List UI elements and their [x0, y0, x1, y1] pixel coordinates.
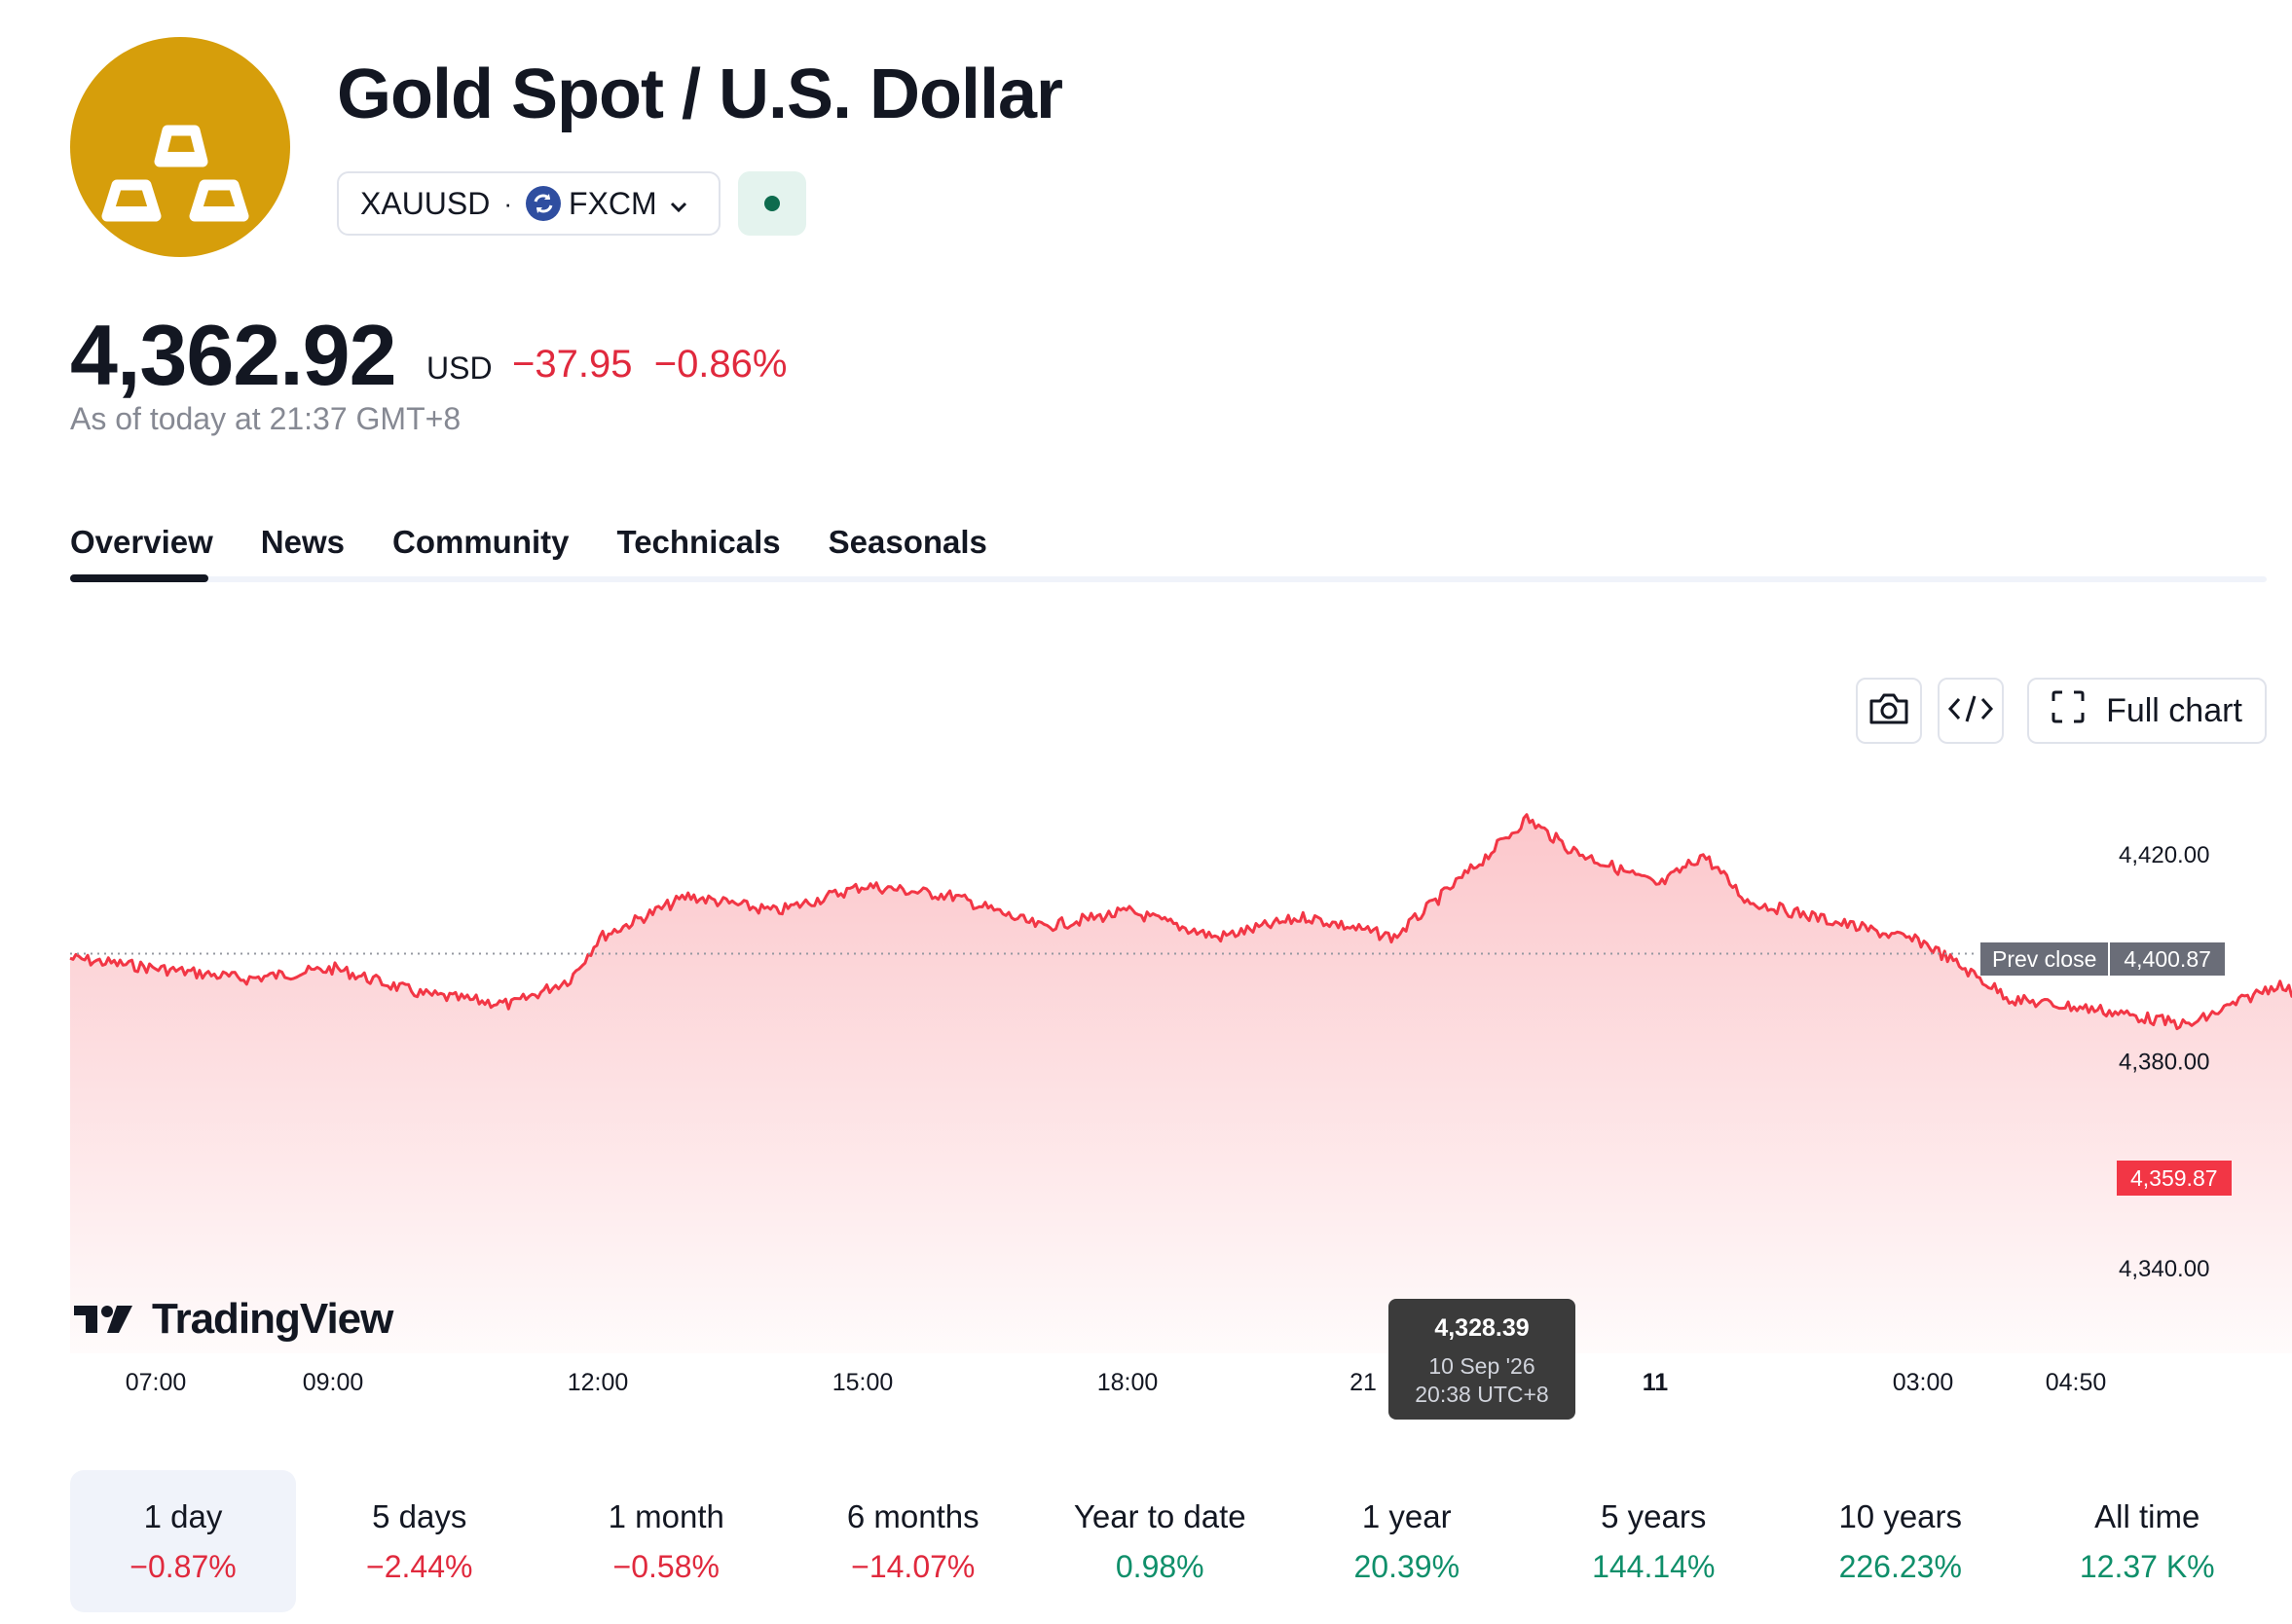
symbol-label: XAUUSD: [360, 185, 491, 221]
range-button[interactable]: 5 days −2.44%: [296, 1470, 543, 1612]
prev-close-value: 4,400.87: [2110, 942, 2225, 976]
crosshair-tooltip: 4,328.39 10 Sep '26 20:38 UTC+8: [1388, 1299, 1575, 1420]
range-change: −0.87%: [129, 1548, 237, 1584]
range-change: 0.98%: [1115, 1548, 1204, 1584]
range-change: −2.44%: [366, 1548, 473, 1584]
change-value: −37.95: [512, 343, 633, 386]
range-button[interactable]: 1 year 20.39%: [1283, 1470, 1531, 1612]
range-label: 1 year: [1361, 1497, 1452, 1534]
range-label: Year to date: [1073, 1497, 1246, 1534]
y-tick-label: 4,380.00: [2119, 1050, 2209, 1076]
range-change: −0.58%: [612, 1548, 720, 1584]
currency-label: USD: [426, 351, 493, 386]
market-open-dot: [764, 196, 780, 211]
range-button[interactable]: 5 years 144.14%: [1531, 1470, 1778, 1612]
as-of-timestamp: As of today at 21:37 GMT+8: [70, 401, 462, 436]
full-chart-label: Full chart: [2106, 691, 2242, 729]
range-label: 1 day: [143, 1497, 223, 1534]
x-tick-label: 12:00: [568, 1369, 629, 1396]
range-button[interactable]: 6 months −14.07%: [790, 1470, 1037, 1612]
x-tick-label: 15:00: [832, 1369, 894, 1396]
range-label: All time: [2094, 1497, 2200, 1534]
x-tick-label: 18:00: [1097, 1369, 1159, 1396]
chevron-down-icon: [669, 186, 688, 222]
range-button[interactable]: Year to date 0.98%: [1037, 1470, 1284, 1612]
range-label: 1 month: [608, 1497, 724, 1534]
last-price: 4,362.92: [70, 307, 397, 403]
range-change: −14.07%: [851, 1548, 976, 1584]
price-series-line: [69, 813, 2292, 1031]
range-change: 226.23%: [1838, 1548, 1962, 1584]
tooltip-value: 4,328.39: [1434, 1314, 1530, 1342]
range-label: 10 years: [1838, 1497, 1963, 1534]
gold-bars-icon: [70, 37, 290, 257]
watermark-text: TradingView: [152, 1295, 393, 1343]
code-icon: [1947, 693, 1994, 729]
tab-community[interactable]: Community: [391, 524, 570, 560]
x-tick-label: 07:00: [126, 1369, 187, 1396]
x-tick-label: 09:00: [303, 1369, 364, 1396]
market-status-indicator[interactable]: [738, 171, 806, 236]
tab-news[interactable]: News: [260, 524, 345, 560]
symbol-exchange-selector[interactable]: XAUUSD · FXCM: [337, 171, 721, 236]
price-change: −37.95 −0.86%: [512, 343, 787, 387]
range-label: 5 years: [1601, 1497, 1707, 1534]
y-tick-label: 4,420.00: [2119, 842, 2209, 868]
range-change: 20.39%: [1353, 1548, 1460, 1584]
fullscreen-icon: [2052, 690, 2085, 732]
tradingview-watermark[interactable]: TradingView: [72, 1295, 393, 1344]
tab-technicals[interactable]: Technicals: [616, 524, 781, 560]
last-price-tag: 4,359.87: [2117, 1161, 2232, 1196]
x-tick-label: 03:00: [1893, 1369, 1954, 1396]
prev-close-caption: Prev close: [1980, 942, 2109, 976]
exchange-label: FXCM: [569, 185, 657, 221]
range-button[interactable]: 1 month −0.58%: [543, 1470, 791, 1612]
tooltip-time: 20:38 UTC+8: [1415, 1382, 1549, 1407]
tab-seasonals[interactable]: Seasonals: [828, 524, 987, 560]
x-tick-label: 21: [1349, 1369, 1377, 1396]
active-tab-indicator: [70, 574, 208, 582]
separator: ·: [503, 188, 513, 218]
range-change: 144.14%: [1592, 1548, 1716, 1584]
x-tick-label: 11: [1643, 1369, 1669, 1396]
range-button[interactable]: 10 years 226.23%: [1777, 1470, 2024, 1612]
prev-close-label: Prev close 4,400.87: [1980, 942, 2225, 976]
tab-divider: [70, 576, 2267, 582]
full-chart-button[interactable]: Full chart: [2027, 678, 2267, 744]
range-button[interactable]: 1 day −0.87%: [70, 1470, 296, 1612]
range-selector: 1 day −0.87% 5 days −2.44% 1 month −0.58% 6 mo…: [70, 1470, 2271, 1612]
range-label: 6 months: [846, 1497, 980, 1534]
change-percent: −0.86%: [653, 343, 788, 386]
page-title: Gold Spot / U.S. Dollar: [337, 55, 1063, 133]
tradingview-logo-icon: [74, 1306, 132, 1333]
camera-icon: [1867, 691, 1910, 731]
range-button[interactable]: All time 12.37 K%: [2024, 1470, 2272, 1612]
embed-button[interactable]: [1938, 678, 2004, 744]
range-change: 12.37 K%: [2079, 1548, 2215, 1584]
tab-overview[interactable]: Overview: [70, 524, 213, 560]
y-tick-label: 4,340.00: [2119, 1256, 2209, 1282]
tooltip-date: 10 Sep '26: [1428, 1353, 1535, 1379]
price-area-fill: [70, 814, 2292, 1353]
range-label: 5 days: [372, 1497, 467, 1534]
snapshot-button[interactable]: [1856, 678, 1922, 744]
tab-bar: Overview News Community Technicals Seaso…: [70, 524, 1035, 561]
x-tick-label: 04:50: [2046, 1369, 2107, 1396]
fxcm-icon: [526, 186, 562, 221]
